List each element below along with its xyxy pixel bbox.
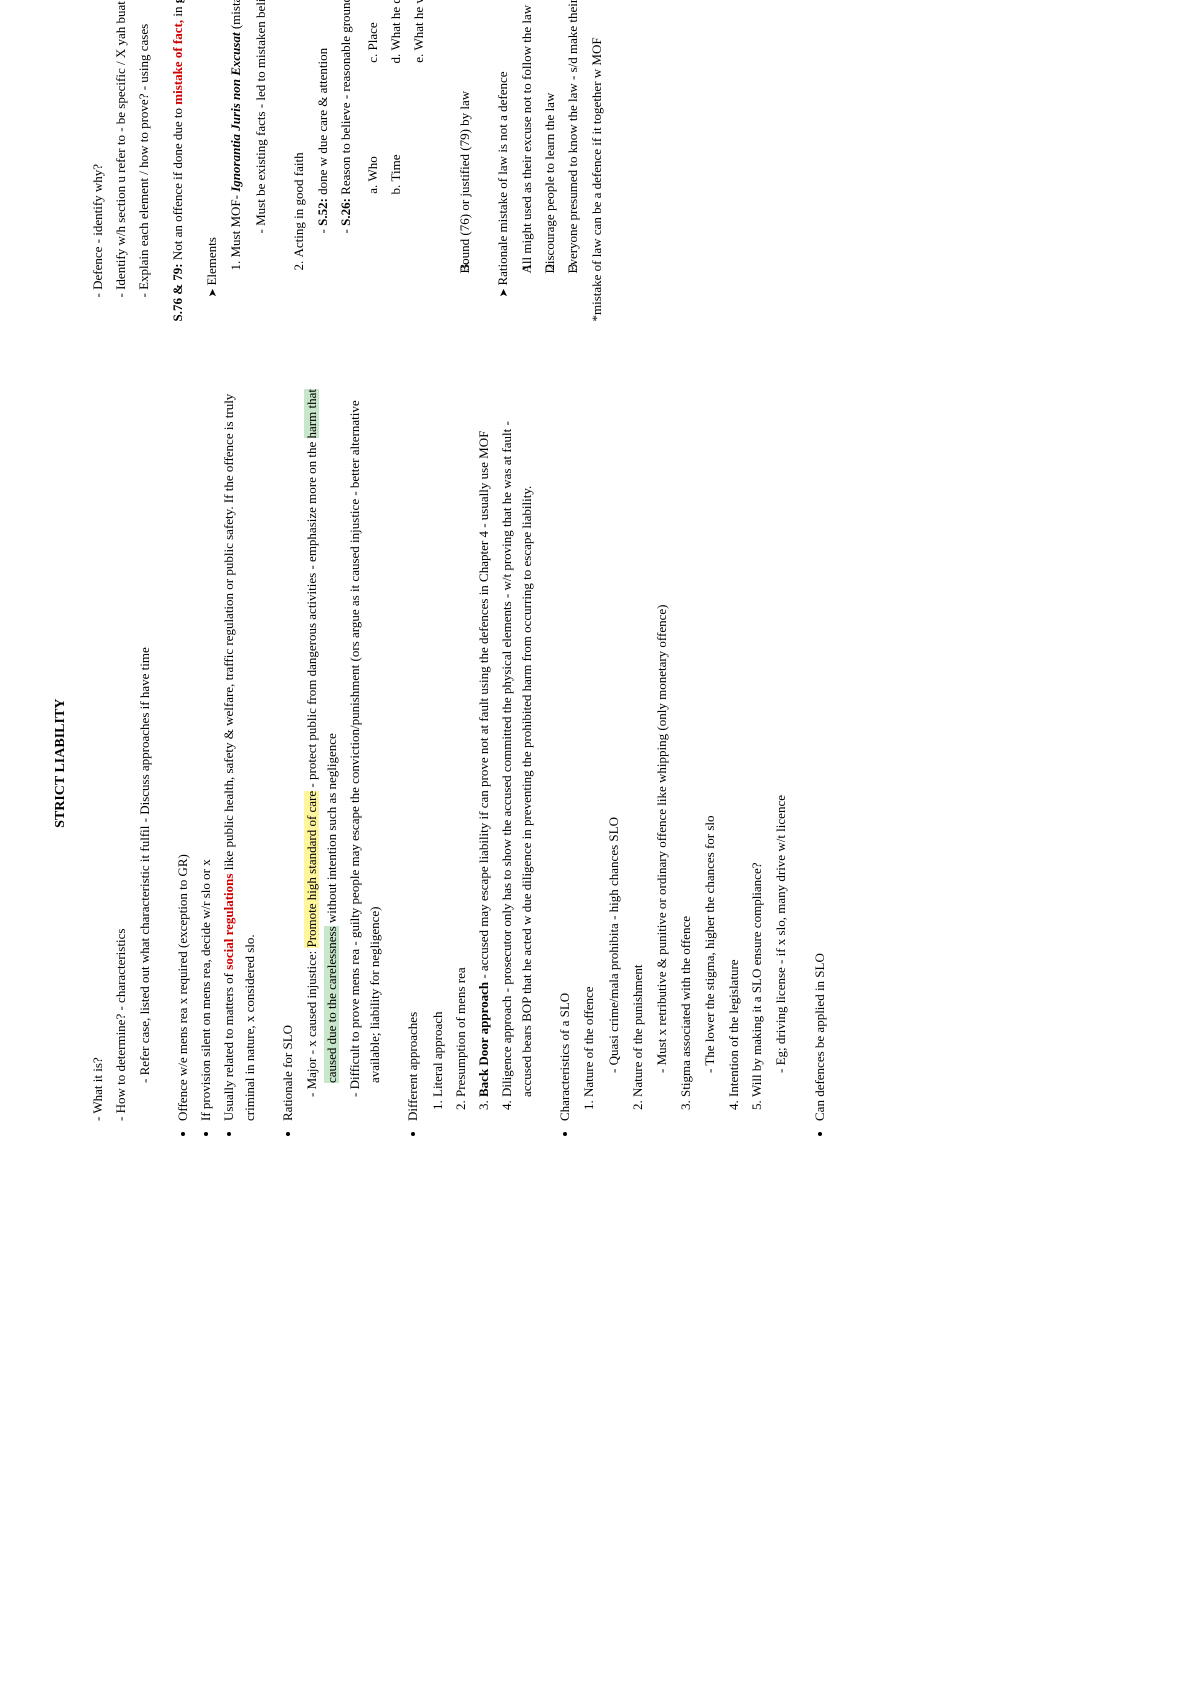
s52: S.52: done w due care & attention xyxy=(313,0,333,234)
must-existing: Must be existing facts - led to mistaken… xyxy=(251,0,271,234)
diligence: Diligence approach - prosecutor only has… xyxy=(497,382,537,1098)
must-mof: Must MOF- Ignorantia Juris non Excusat (… xyxy=(226,0,270,258)
explain-each: Explain each element / how to prove? - u… xyxy=(134,0,154,298)
lower-stigma: The lower the stigma, higher the chances… xyxy=(700,382,720,1074)
provision-silent: If provision silent on mens rea, decide … xyxy=(196,382,216,1122)
s76-79: S.76 & 79: Not an offence if done due to… xyxy=(168,0,188,322)
social-reg: Usually related to matters of social reg… xyxy=(219,382,259,1122)
eg-driving: Eg; driving license - if x slo, many dri… xyxy=(771,382,791,1074)
what-is: What it is? xyxy=(88,382,108,1122)
bound-justified: Bound (76) or justified (79) by law xyxy=(455,0,475,258)
difficult-prove: Difficult to prove mens rea - guilty peo… xyxy=(345,382,385,1098)
strict-liability-title: STRICT LIABILITY xyxy=(50,382,72,1146)
characteristics: Characteristics of a SLO Nature of the o… xyxy=(555,382,791,1122)
everyone: Everyone presumed to know the law - s/d … xyxy=(563,0,583,258)
what-do: What he do xyxy=(386,0,406,51)
defence-why: Defence - identify why? xyxy=(88,0,108,298)
discourage: Discourage people to learn the law xyxy=(540,0,560,258)
right-column: MISTAKE Defence - identify why? Identify… xyxy=(50,0,1150,322)
intent-leg: Intention of the legislature xyxy=(724,382,744,1098)
quasi: Quasi crime/mala prohibita - high chance… xyxy=(604,382,624,1074)
how-determine: How to determine? - characteristics Refe… xyxy=(111,382,155,1122)
intro-list: What it is? How to determine? - characte… xyxy=(88,382,155,1146)
acting-good-faith: Acting in good faith S.52: done w due ca… xyxy=(289,0,437,258)
all-might: All might used as their excuse not to fo… xyxy=(517,0,537,258)
will-slo: Will by making it a SLO ensure complianc… xyxy=(747,382,791,1098)
refer-case: Refer case, listed out what characterist… xyxy=(135,382,155,1084)
stigma: Stigma associated with the offence The l… xyxy=(676,382,720,1098)
footnote: *mistake of law can be a defence if it t… xyxy=(587,0,607,322)
s26: S.26: Reason to believe - reasonable gro… xyxy=(336,0,437,234)
diff-approaches: Different approaches Literal approach Pr… xyxy=(403,382,537,1122)
nature-punish: Nature of the punishment Must x retribut… xyxy=(628,382,672,1098)
rationale-mistake: Rationale mistake of law is not a defenc… xyxy=(493,0,584,298)
offence-mens-rea: Offence w/e mens rea x required (excepti… xyxy=(173,382,193,1122)
literal: Literal approach xyxy=(428,382,448,1098)
must-retrib: Must x retributive & punitive or ordinar… xyxy=(652,382,672,1074)
who: Who xyxy=(363,155,383,182)
place: Place xyxy=(363,0,383,51)
nature-offence: Nature of the offence Quasi crime/mala p… xyxy=(579,382,623,1098)
mistake-title: MISTAKE xyxy=(50,0,72,322)
elements: Elements Must MOF- Ignorantia Juris non … xyxy=(202,0,474,298)
identify-section: Identify w/h section u refer to - be spe… xyxy=(111,0,131,298)
time: Time xyxy=(386,155,406,182)
major-injustice: Major - x caused injustice: Promote high… xyxy=(302,382,342,1098)
back-door: Back Door approach - accused may escape … xyxy=(474,382,494,1098)
can-defences: Can defences be applied in SLO xyxy=(810,382,830,1122)
left-column: STRICT LIABILITY What it is? How to dete… xyxy=(50,382,1150,1146)
what-wear: What he wear xyxy=(409,0,429,51)
main-points: Offence w/e mens rea x required (excepti… xyxy=(173,382,260,1146)
presumption: Presumption of mens rea xyxy=(451,382,471,1098)
rationale-slo: Rationale for SLO Major - x caused injus… xyxy=(278,382,386,1122)
